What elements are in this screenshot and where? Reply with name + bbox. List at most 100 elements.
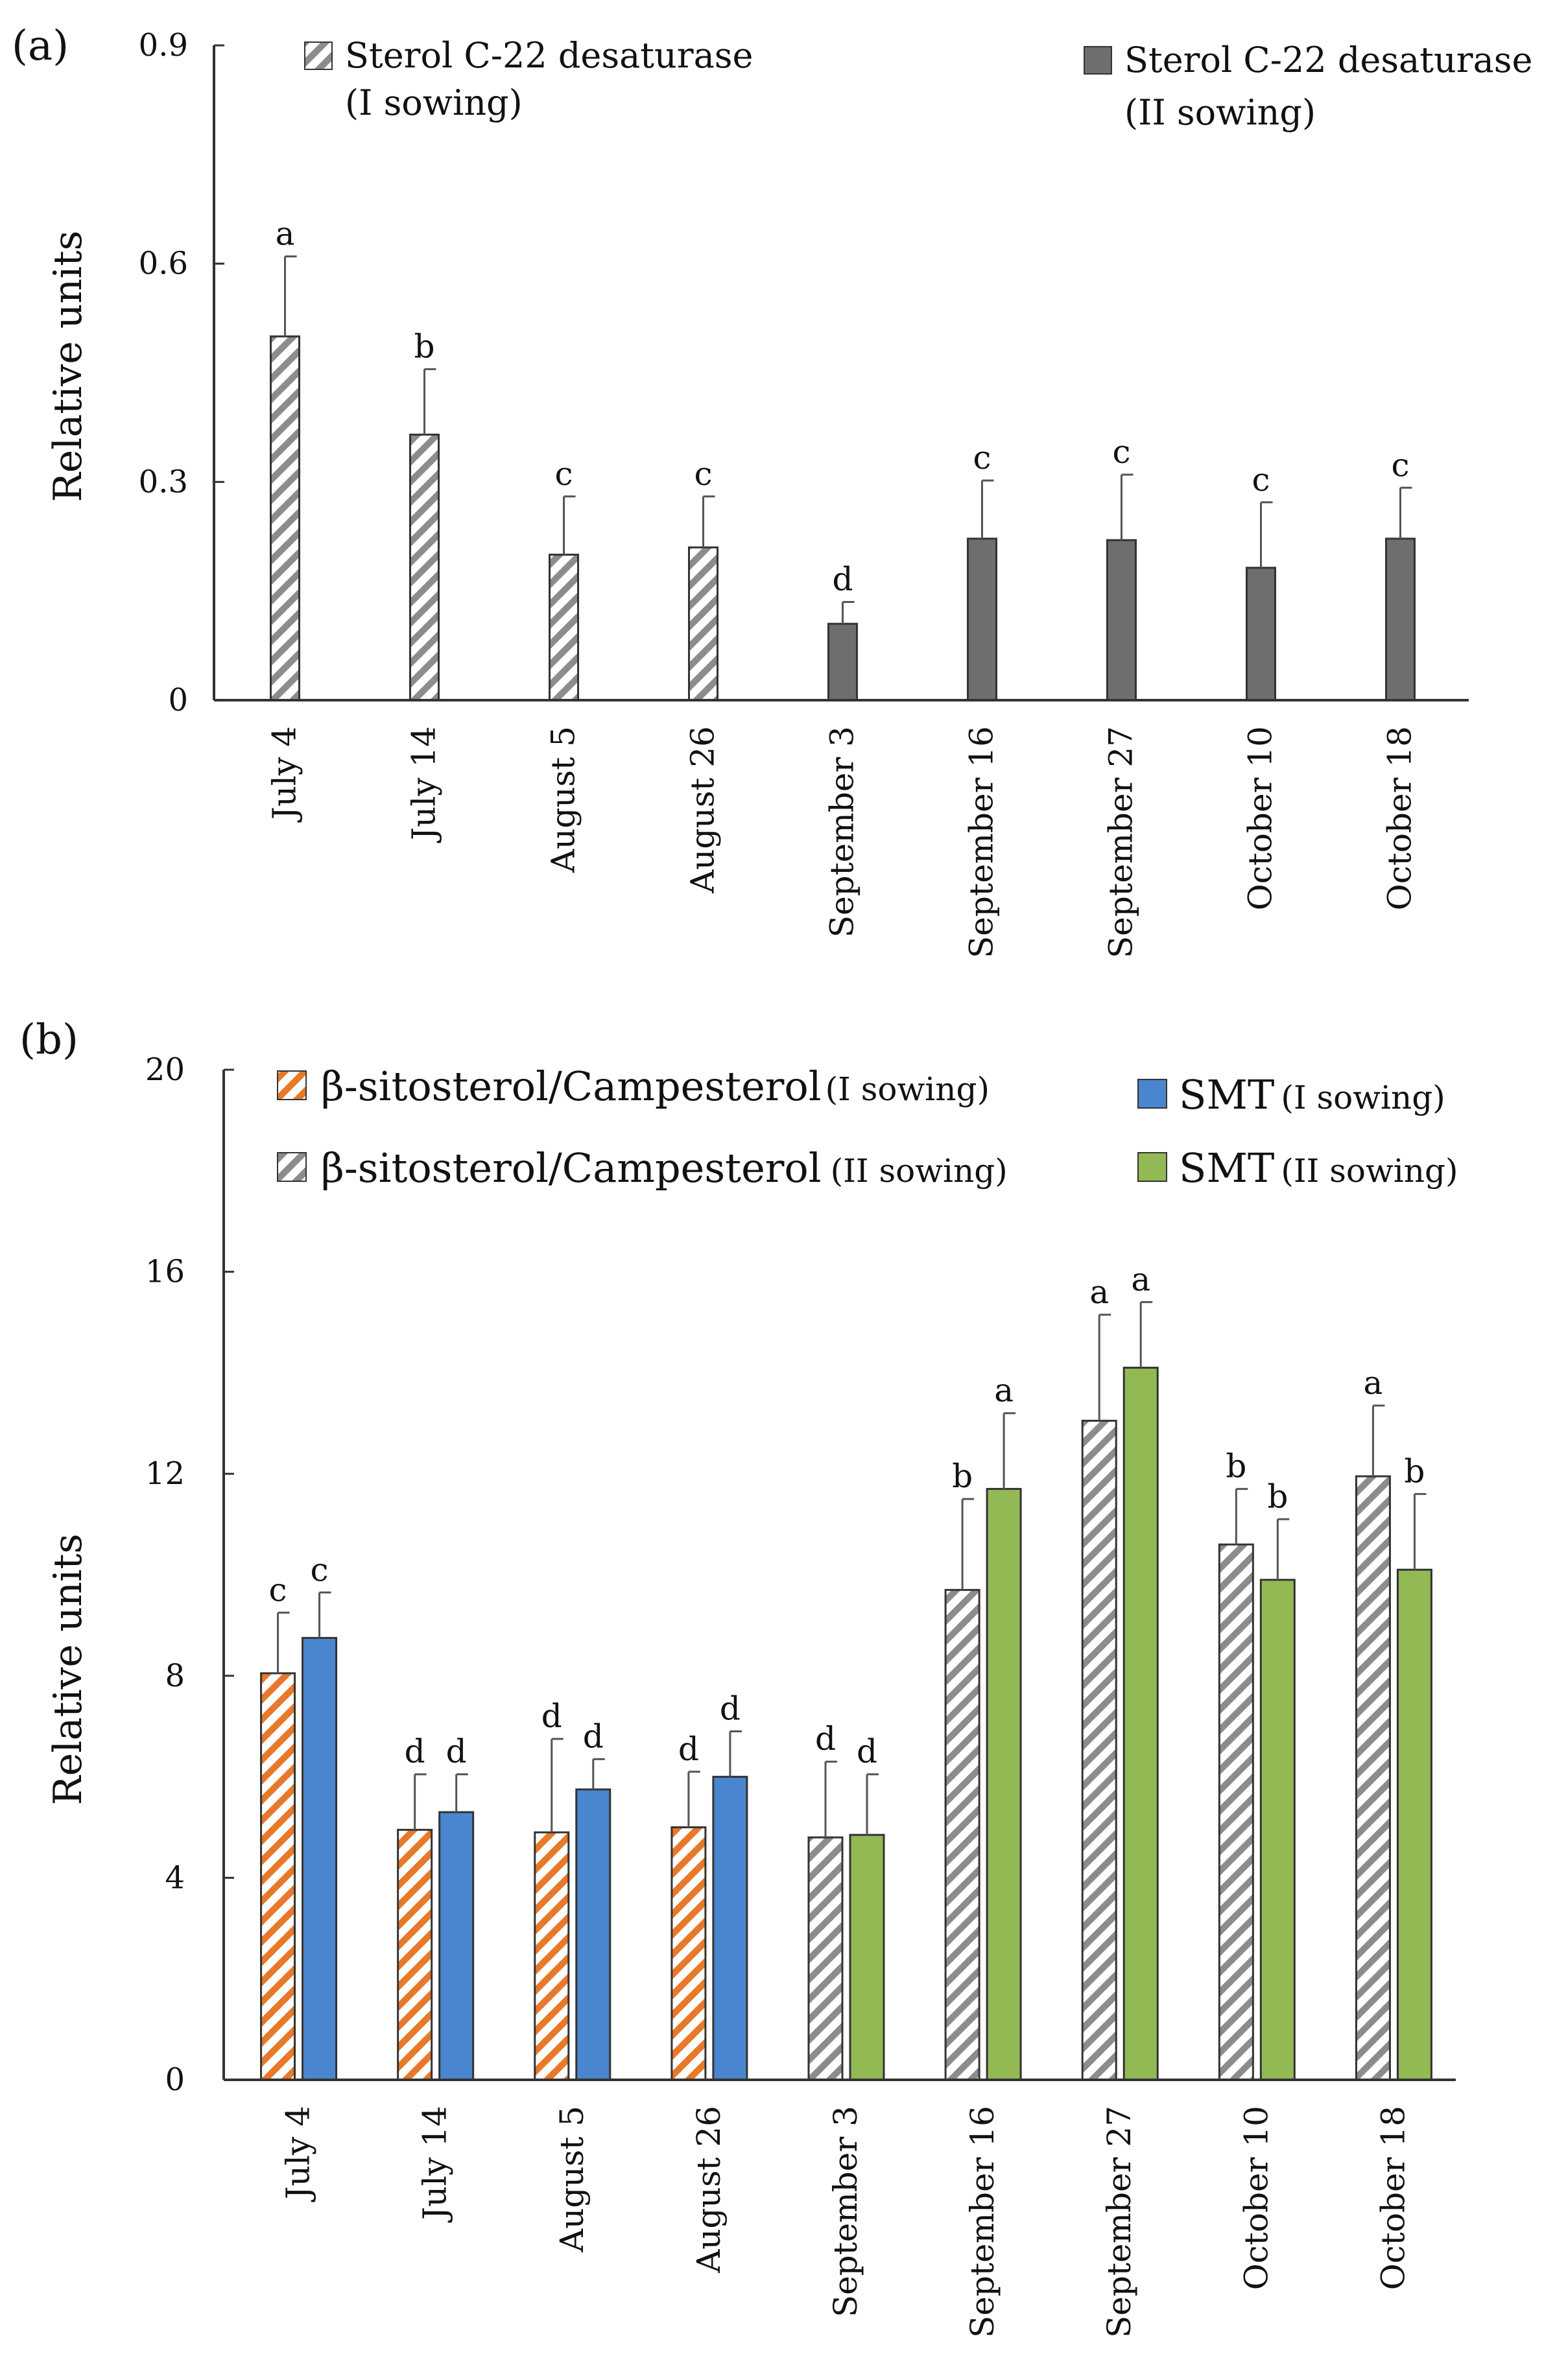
panel-b-x-tick-label: August 26: [690, 2106, 728, 2274]
panel-a-significance-letter: b: [414, 327, 434, 365]
panel-b-smt-bar: [712, 1776, 748, 2081]
panel-b-x-tick-label: September 27: [1100, 2106, 1138, 2338]
legend-swatch-c22-ii-sowing: [1084, 46, 1112, 75]
panel-b-legend: β-sitosterol/Campesterol (I sowing) β-sit…: [277, 1063, 1458, 1192]
panel-a-y-tick-label: 0.6: [139, 246, 188, 282]
panel-a-bar: [1385, 537, 1416, 701]
panel-b-smt-significance-letter: c: [311, 1551, 329, 1588]
panel-a: (a) Relative units 00.30.60.9 abc cdc cc c …: [12, 22, 1532, 958]
panel-b-y-tick-label: 12: [145, 1455, 185, 1492]
panel-b-y-tick-label: 8: [165, 1658, 185, 1694]
panel-a-y-tick-label: 0.3: [139, 464, 188, 500]
panel-b-y-tick-label: 4: [165, 1859, 185, 1896]
panel-a-bars: a b c c d c c c c: [270, 215, 1416, 701]
panel-b-y-ticks: 0 4 8 12 16 20: [145, 1052, 234, 2098]
legend-label-c22-i-sowing-line1: Sterol C-22 desaturase: [345, 35, 753, 76]
panel-b-smt-bar: [1122, 1367, 1159, 2081]
panel-b-y-tick-label: 0: [165, 2062, 185, 2098]
panel-a-y-axis-title: Relative units: [45, 231, 91, 502]
panel-b-ratio-bar: [1355, 1475, 1391, 2081]
panel-b-ratio-significance-letter: d: [541, 1697, 562, 1735]
panel-a-significance-letter: c: [1391, 446, 1409, 484]
panel-a-x-tick-label: September 27: [1102, 726, 1140, 958]
panel-a-x-tick-label: August 5: [545, 726, 582, 873]
panel-a-x-tick-label: July 14: [405, 726, 443, 843]
panel-b-ratio-bar: [1081, 1419, 1117, 2081]
panel-a-significance-letter: d: [832, 561, 853, 598]
panel-b-smt-bar: [302, 1636, 338, 2081]
legend-swatch-smt-i-sowing: [1137, 1079, 1167, 1109]
panel-b-smt-significance-letter: d: [857, 1733, 877, 1771]
panel-a-y-ticks: 0 0.3 0.6 0.9: [139, 27, 224, 718]
panel-b-x-tick-label: August 5: [553, 2106, 591, 2253]
panel-b-y-axis-title: Relative units: [45, 1534, 91, 1806]
panel-a-x-tick-label: September 16: [963, 726, 1001, 958]
panel-b-smt-significance-letter: d: [720, 1690, 741, 1727]
panel-b-ratio-significance-letter: b: [1226, 1448, 1246, 1485]
legend-label-smt-i-sowing: SMT (I sowing): [1179, 1071, 1445, 1118]
panel-a-label: (a): [12, 22, 69, 70]
panel-a-legend: Sterol C-22 desaturase (I sowing) Sterol…: [304, 35, 1532, 133]
panel-a-x-tick-label: July 4: [266, 726, 303, 823]
panel-a-y-tick-label: 0: [168, 682, 188, 718]
panel-a-significance-letter: c: [694, 455, 712, 493]
panel-a-significance-letter: c: [1112, 433, 1130, 471]
panel-b-smt-bar: [575, 1788, 611, 2081]
panel-b-smt-bar: [438, 1811, 475, 2081]
panel-b-smt-significance-letter: a: [994, 1372, 1014, 1409]
panel-b-smt-bar: [986, 1488, 1022, 2081]
panel-b-ratio-significance-letter: d: [405, 1733, 425, 1771]
panel-b-ratio-significance-letter: d: [815, 1720, 836, 1758]
panel-b-ratio-bar: [260, 1672, 296, 2081]
legend-swatch-c22-i-sowing: [304, 41, 333, 70]
panel-a-x-labels: July 4 July 14 August 5 August 26 September …: [266, 726, 1419, 958]
panel-a-bar: [1106, 539, 1137, 701]
panel-b-ratio-significance-letter: c: [269, 1571, 287, 1608]
panel-b-ratio-bar: [1218, 1543, 1254, 2081]
panel-a-bar: [688, 546, 718, 701]
panel-b-smt-significance-letter: d: [446, 1733, 467, 1771]
panel-a-bar: [967, 537, 997, 701]
panel-a-significance-letter: c: [554, 455, 573, 493]
legend-label-c22-ii-sowing-line2: (II sowing): [1124, 92, 1316, 133]
panel-a-x-tick-label: August 26: [684, 726, 722, 894]
panel-b-smt-significance-letter: d: [583, 1717, 604, 1755]
panel-b-ratio-bar: [807, 1836, 844, 2081]
panel-a-x-tick-label: October 10: [1242, 726, 1279, 910]
panel-b-x-tick-label: September 16: [964, 2106, 1001, 2338]
panel-b-smt-bar: [849, 1833, 885, 2081]
panel-a-x-tick-label: September 3: [824, 726, 861, 937]
panel-b-x-tick-label: October 18: [1374, 2106, 1412, 2290]
panel-a-bar: [827, 622, 858, 701]
panel-b-ratio-significance-letter: b: [952, 1457, 973, 1495]
panel-a-y-tick-label: 0.9: [139, 27, 188, 64]
legend-label-ratio-ii-sowing: β-sitosterol/Campesterol (II sowing): [321, 1144, 1008, 1192]
panel-b-x-labels: July 4 July 14 August 5 August 26 September …: [279, 2106, 1412, 2338]
legend-label-c22-ii-sowing-line1: Sterol C-22 desaturase: [1124, 40, 1532, 80]
panel-b-smt-bar: [1396, 1568, 1432, 2081]
panel-b-smt-bar: [1259, 1579, 1296, 2081]
legend-label-ratio-i-sowing: β-sitosterol/Campesterol (I sowing): [321, 1063, 990, 1110]
legend-swatch-smt-ii-sowing: [1137, 1152, 1167, 1182]
panel-a-bar: [1246, 567, 1276, 701]
panel-a-bar: [549, 554, 579, 701]
panel-b-y-tick-label: 20: [145, 1052, 185, 1088]
panel-a-significance-letter: a: [276, 215, 295, 252]
panel-b-y-tick-label: 16: [145, 1254, 185, 1290]
panel-b-ratio-bar: [944, 1588, 980, 2081]
panel-b-ratio-bar: [397, 1828, 433, 2081]
panel-b-ratio-significance-letter: a: [1364, 1364, 1383, 1402]
panel-b-smt-significance-letter: b: [1267, 1478, 1288, 1515]
panel-a-bar: [270, 335, 300, 701]
legend-swatch-ratio-ii-sowing: [277, 1152, 307, 1182]
panel-b-label: (b): [19, 1016, 78, 1064]
panel-a-bar: [409, 433, 440, 701]
legend-swatch-ratio-i-sowing: [277, 1070, 307, 1100]
panel-b-ratio-bar: [671, 1826, 707, 2081]
panel-b-ratio-significance-letter: d: [678, 1730, 699, 1768]
panel-b-x-tick-label: September 3: [827, 2106, 864, 2317]
panel-b-x-tick-label: July 14: [416, 2106, 454, 2223]
